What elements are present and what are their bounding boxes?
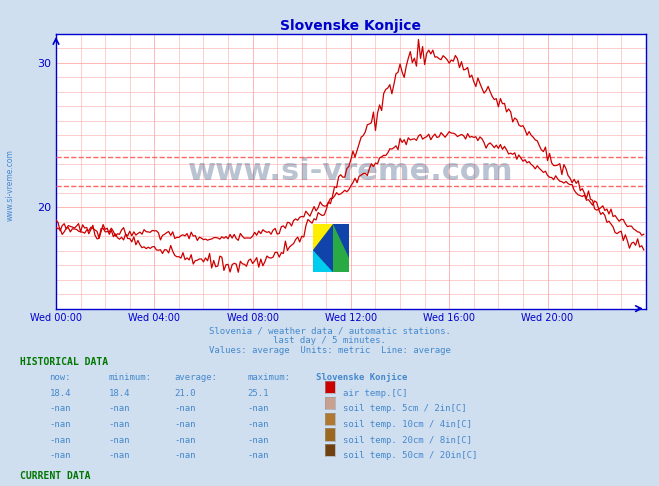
Text: Slovenske Konjice: Slovenske Konjice: [316, 373, 408, 382]
Text: -nan: -nan: [247, 420, 269, 429]
Polygon shape: [333, 224, 349, 258]
Text: -nan: -nan: [49, 451, 71, 460]
Text: -nan: -nan: [49, 404, 71, 413]
Text: www.si-vreme.com: www.si-vreme.com: [5, 149, 14, 221]
Text: -nan: -nan: [175, 451, 196, 460]
Text: -nan: -nan: [175, 435, 196, 445]
Text: soil temp. 10cm / 4in[C]: soil temp. 10cm / 4in[C]: [343, 420, 472, 429]
Text: -nan: -nan: [247, 435, 269, 445]
Title: Slovenske Konjice: Slovenske Konjice: [281, 19, 421, 33]
Polygon shape: [333, 224, 349, 272]
Text: maximum:: maximum:: [247, 373, 290, 382]
Text: average:: average:: [175, 373, 217, 382]
Polygon shape: [313, 250, 333, 272]
Text: -nan: -nan: [109, 404, 130, 413]
Text: 18.4: 18.4: [49, 389, 71, 398]
Text: last day / 5 minutes.: last day / 5 minutes.: [273, 336, 386, 346]
Text: -nan: -nan: [49, 435, 71, 445]
Text: -nan: -nan: [247, 451, 269, 460]
Text: HISTORICAL DATA: HISTORICAL DATA: [20, 357, 108, 367]
Text: air temp.[C]: air temp.[C]: [343, 389, 407, 398]
Text: -nan: -nan: [175, 420, 196, 429]
Text: -nan: -nan: [247, 404, 269, 413]
Text: -nan: -nan: [49, 420, 71, 429]
Text: Values: average  Units: metric  Line: average: Values: average Units: metric Line: aver…: [208, 346, 451, 355]
Text: soil temp. 50cm / 20in[C]: soil temp. 50cm / 20in[C]: [343, 451, 477, 460]
Text: minimum:: minimum:: [109, 373, 152, 382]
Text: soil temp. 5cm / 2in[C]: soil temp. 5cm / 2in[C]: [343, 404, 467, 413]
Text: now:: now:: [49, 373, 71, 382]
Text: Slovenia / weather data / automatic stations.: Slovenia / weather data / automatic stat…: [208, 327, 451, 336]
Text: www.si-vreme.com: www.si-vreme.com: [188, 157, 513, 186]
Text: 25.1: 25.1: [247, 389, 269, 398]
Text: -nan: -nan: [109, 420, 130, 429]
Text: -nan: -nan: [109, 451, 130, 460]
Text: 18.4: 18.4: [109, 389, 130, 398]
Polygon shape: [313, 224, 349, 272]
Text: -nan: -nan: [109, 435, 130, 445]
Polygon shape: [313, 224, 333, 250]
Text: 21.0: 21.0: [175, 389, 196, 398]
Text: soil temp. 20cm / 8in[C]: soil temp. 20cm / 8in[C]: [343, 435, 472, 445]
Text: -nan: -nan: [175, 404, 196, 413]
Text: CURRENT DATA: CURRENT DATA: [20, 471, 90, 481]
